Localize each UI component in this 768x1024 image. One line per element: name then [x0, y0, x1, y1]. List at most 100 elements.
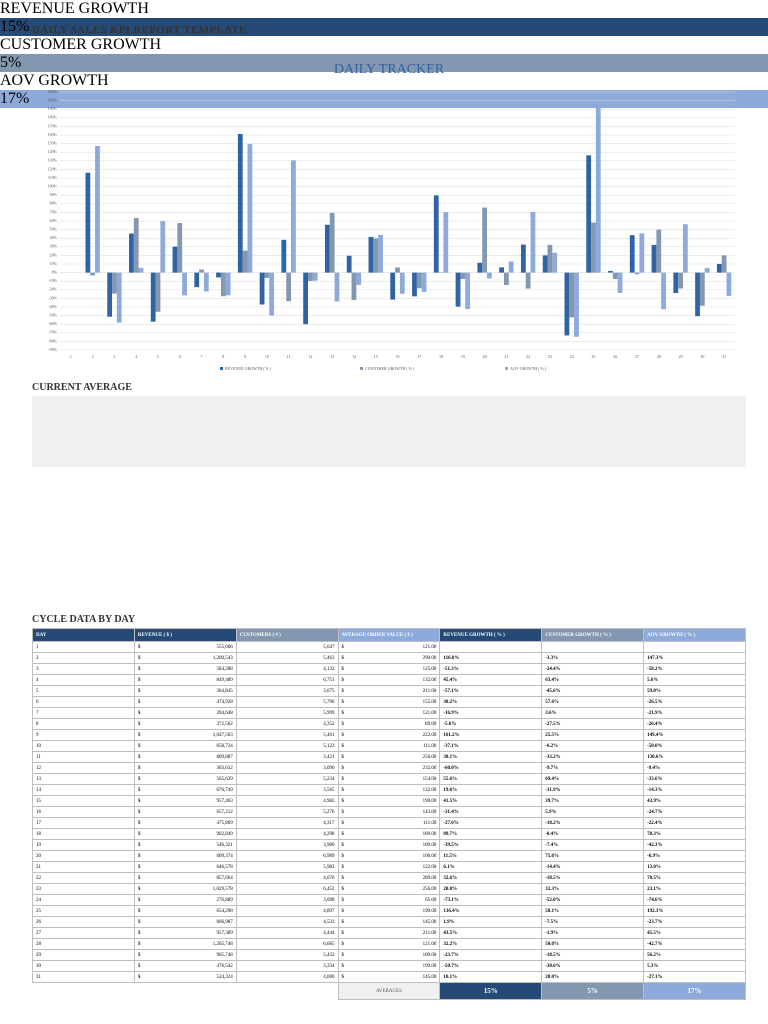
table-cell: -33.2%: [541, 751, 645, 763]
cell-value: 5,463: [323, 655, 335, 661]
cell-value: 19: [36, 842, 41, 848]
cell-value: 9: [36, 732, 39, 738]
cell-value: -74.6%: [647, 897, 663, 903]
cell-value: -42.7%: [647, 941, 663, 947]
y-tick-label: -40%: [48, 304, 57, 309]
table-cell: [643, 641, 746, 653]
table-cell: -39.5%: [439, 839, 543, 851]
table-row: 3 $584,288 4,132 $125.00 -51.3% -24.4% -58.2%: [32, 663, 746, 675]
cell-value: 211.00: [422, 930, 437, 936]
table-cell: 4,897: [235, 905, 339, 917]
table-cell: -31.9%: [541, 784, 645, 796]
table-cell: -24.4%: [541, 663, 645, 675]
bar: [525, 272, 531, 289]
table-cell: $363,632: [133, 762, 237, 774]
cell-value: -26.4%: [647, 721, 663, 727]
cell-value: 19.6%: [443, 787, 458, 793]
cell-value: 38.1%: [443, 754, 458, 760]
cell-value: 809,887: [216, 754, 233, 760]
table-cell: 3,980: [235, 839, 339, 851]
table-cell: 5,461: [235, 729, 339, 741]
cell-value: 1: [36, 644, 39, 650]
table-cell: -52.0%: [541, 894, 645, 906]
table-cell: $256.00: [337, 883, 441, 895]
bar: [634, 272, 640, 275]
cell-value: -45.6%: [545, 688, 561, 694]
cell-value: 3,675: [323, 688, 335, 694]
table-cell: 23.1%: [643, 883, 746, 895]
bar: [395, 267, 400, 273]
table-cell: $143.00: [337, 806, 441, 818]
table-cell: $276,889: [133, 894, 237, 906]
table-cell: -6.9%: [643, 850, 746, 862]
cell-value: 363,632: [216, 765, 233, 771]
cell-value: 4,352: [323, 721, 335, 727]
bar: [651, 244, 657, 273]
table-cell: 6,751: [235, 674, 339, 686]
cell-value: -27.1%: [647, 974, 663, 980]
table-cell: -38.6%: [541, 960, 645, 972]
table-cell: $89.00: [337, 718, 441, 730]
section-title: CYCLE DATA BY DAY: [32, 614, 136, 625]
cell-value: 4: [36, 677, 39, 683]
table-cell: 45.4%: [439, 674, 543, 686]
table-cell: 14: [32, 784, 135, 796]
table-cell: $145.00: [337, 971, 441, 983]
table-cell: $1,200,543: [133, 652, 237, 664]
cell-value: 3,098: [323, 897, 335, 903]
table-cell: $584,288: [133, 663, 237, 675]
section-title: CURRENT AVERAGE: [32, 382, 132, 393]
table-row: 13 $565,639 5,234 $154.00 55.6% 69.4% -33.6%: [32, 773, 746, 785]
cell-value: 89.00: [425, 721, 437, 727]
table-cell: 75.6%: [541, 850, 645, 862]
x-tick-label: 18: [439, 354, 443, 359]
cell-value: 41.5%: [443, 798, 458, 804]
table-cell: $902,849: [133, 828, 237, 840]
cell-value: 3,090: [323, 765, 335, 771]
bar: [716, 263, 722, 273]
cell-value: -14.3%: [647, 787, 663, 793]
table-cell: -18.5%: [541, 872, 645, 884]
bar: [673, 272, 679, 293]
legend-label: REVENUE GROWTH ( % ): [225, 366, 272, 371]
cell-value: 65.00: [425, 897, 437, 903]
bar: [721, 255, 727, 273]
table-row: 22 $857,664 4,676 $289.00 32.6% -18.5% 70.5%: [32, 872, 746, 884]
cell-value: 30: [36, 963, 41, 969]
cell-value: 189.00: [422, 952, 437, 958]
legend-swatch: [360, 367, 363, 370]
table-cell: 70.3%: [643, 828, 746, 840]
averages-label: AVERAGES: [337, 982, 441, 1000]
cell-value: 546,321: [216, 842, 233, 848]
chart: DAILY TRACKER -90% -80% -70% -60% -50% -40% -3…: [48, 62, 735, 371]
bar: [346, 255, 352, 273]
table-cell: 25.5%: [541, 729, 645, 741]
y-tick-label: 200%: [48, 98, 58, 103]
cell-value: 27: [36, 930, 41, 936]
average-cell: 15%: [439, 982, 543, 1000]
cell-value: 10: [36, 743, 41, 749]
table-cell: 30.2%: [439, 696, 543, 708]
table-cell: 4,444: [235, 927, 339, 939]
table-cell: -74.6%: [643, 894, 746, 906]
table-row: 29 $965,748 5,432 $189.00 -23.7% -18.5% 56.2%: [32, 949, 746, 961]
table-cell: -14.4%: [541, 861, 645, 873]
cell-value: 29: [36, 952, 41, 958]
bar: [107, 272, 113, 317]
cell-value: 276,889: [216, 897, 233, 903]
cell-value: 154.00: [422, 776, 437, 782]
table-cell: -18.2%: [541, 817, 645, 829]
table-cell: 11: [32, 751, 135, 763]
table-cell: $364,845: [133, 685, 237, 697]
currency-symbol: $: [137, 776, 141, 782]
table-cell: 192.3%: [643, 905, 746, 917]
table-cell: 4: [32, 674, 135, 686]
y-tick-label: 10%: [50, 261, 58, 266]
table-cell: $111.00: [337, 817, 441, 829]
cell-value: 192.3%: [647, 908, 664, 914]
card-label: CUSTOMER GROWTH: [0, 36, 162, 53]
bar: [443, 212, 449, 273]
table-cell: 17: [32, 817, 135, 829]
cell-value: 584,288: [216, 666, 233, 672]
table-row: 8 $372,562 4,352 $89.00 -5.6% -27.5% -26.4%: [32, 718, 746, 730]
